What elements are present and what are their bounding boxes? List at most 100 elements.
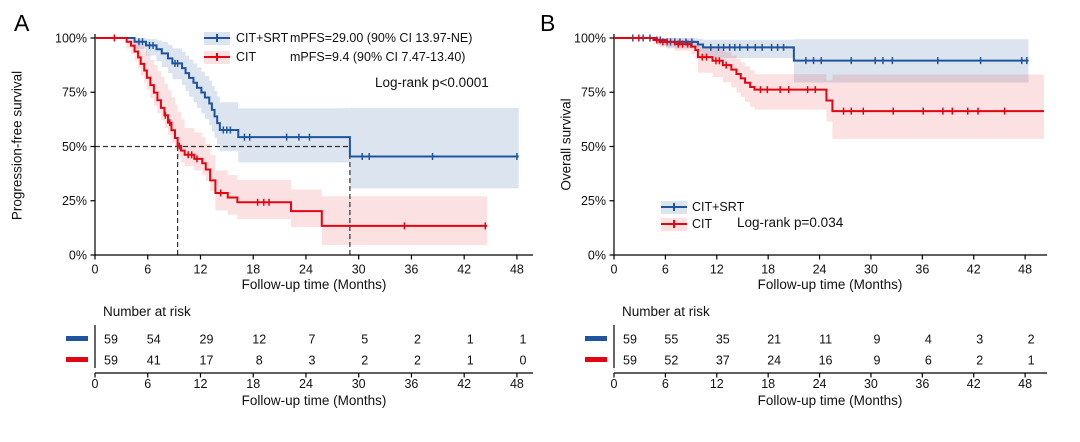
legend-label-cit-srt-b: CIT+SRT xyxy=(692,200,745,214)
risk-count: 11 xyxy=(819,333,832,347)
risk-count: 9 xyxy=(873,333,880,347)
y-tick-label: 75% xyxy=(581,86,606,100)
os-y-axis-title: Overall survival xyxy=(558,98,574,191)
risk-x-tick-label: 30 xyxy=(352,377,366,391)
x-tick-label: 30 xyxy=(864,263,878,277)
risk-count: 37 xyxy=(716,354,730,368)
risk-x-tick-label: 24 xyxy=(299,377,313,391)
risk-count: 17 xyxy=(200,354,214,368)
risk-count: 1 xyxy=(467,354,474,368)
risk-x-tick-label: 6 xyxy=(144,377,151,391)
risk-count: 52 xyxy=(664,354,678,368)
risk-count: 24 xyxy=(767,354,781,368)
legend-label-cit-a: CIT xyxy=(236,50,257,64)
y-tick-label: 50% xyxy=(581,140,606,154)
y-tick-label: 100% xyxy=(55,31,87,45)
risk-x-tick-label: 36 xyxy=(915,377,929,391)
legend-label-cit-b: CIT xyxy=(692,217,713,231)
x-tick-label: 24 xyxy=(299,263,313,277)
y-tick-label: 0% xyxy=(588,248,606,262)
km-curve-pfs-cit xyxy=(95,37,488,227)
x-tick-label: 42 xyxy=(967,263,981,277)
legend-key-cit-srt-b xyxy=(661,200,687,214)
risk-count: 59 xyxy=(104,354,118,368)
risk-x-tick-label: 48 xyxy=(510,377,524,391)
risk-count: 12 xyxy=(252,333,266,347)
panel-b-label: B xyxy=(540,10,556,36)
panel-a-label: A xyxy=(14,10,30,36)
risk-x-tick-label: 6 xyxy=(662,377,669,391)
risk-x-tick-label: 12 xyxy=(194,377,208,391)
risk-count: 35 xyxy=(716,333,730,347)
risk-table-title-b: Number at risk xyxy=(622,304,710,319)
risk-table-title-a: Number at risk xyxy=(103,304,191,319)
ci-band-pfs-cit-srt xyxy=(134,38,519,189)
x-tick-label: 0 xyxy=(92,263,99,277)
risk-count: 16 xyxy=(819,354,833,368)
risk-x-tick-label: 0 xyxy=(92,377,99,391)
os-x-axis-title: Follow-up time (Months) xyxy=(757,277,903,292)
risk-count: 41 xyxy=(147,354,161,368)
risk-count: 9 xyxy=(873,354,880,368)
x-tick-label: 42 xyxy=(457,263,471,277)
risk-x-tick-label: 12 xyxy=(710,377,724,391)
x-tick-label: 6 xyxy=(662,263,669,277)
risk-key-cit-a xyxy=(66,357,88,362)
risk-x-axis-title-a: Follow-up time (Months) xyxy=(241,393,387,408)
risk-x-tick-label: 42 xyxy=(457,377,471,391)
risk-count: 5 xyxy=(361,333,368,347)
risk-x-tick-label: 42 xyxy=(967,377,981,391)
risk-count: 8 xyxy=(256,354,263,368)
risk-count: 1 xyxy=(467,333,474,347)
risk-count: 3 xyxy=(976,333,983,347)
legend-stat-cit-srt-a: mPFS=29.00 (90% CI 13.97-NE) xyxy=(290,31,473,45)
risk-count: 29 xyxy=(200,333,214,347)
risk-count: 21 xyxy=(767,333,781,347)
y-tick-label: 75% xyxy=(62,86,87,100)
x-tick-label: 6 xyxy=(144,263,151,277)
x-tick-label: 48 xyxy=(1018,263,1032,277)
x-tick-label: 30 xyxy=(352,263,366,277)
risk-count: 59 xyxy=(104,333,118,347)
risk-count: 1 xyxy=(519,333,526,347)
risk-x-tick-label: 24 xyxy=(813,377,827,391)
legend-label-cit-srt-a: CIT+SRT xyxy=(236,31,289,45)
x-tick-label: 24 xyxy=(813,263,827,277)
risk-count: 1 xyxy=(1028,354,1035,368)
legend-key-cit-a xyxy=(204,50,230,64)
risk-count: 2 xyxy=(976,354,983,368)
risk-count: 54 xyxy=(147,333,161,347)
risk-count: 3 xyxy=(308,354,315,368)
pfs-x-axis-title: Follow-up time (Months) xyxy=(241,277,387,292)
risk-count: 2 xyxy=(1028,333,1035,347)
risk-count: 2 xyxy=(414,354,421,368)
risk-count: 59 xyxy=(623,333,637,347)
x-tick-label: 36 xyxy=(404,263,418,277)
risk-key-cit-srt-b xyxy=(585,336,607,341)
km-curve-pfs-cit-srt xyxy=(95,37,519,158)
risk-count: 55 xyxy=(664,333,678,347)
risk-x-tick-label: 48 xyxy=(1018,377,1032,391)
risk-x-tick-label: 36 xyxy=(404,377,418,391)
risk-count: 6 xyxy=(925,354,932,368)
risk-x-tick-label: 0 xyxy=(611,377,618,391)
risk-count: 59 xyxy=(623,354,637,368)
legend-key-cit-b xyxy=(661,217,687,231)
x-tick-label: 18 xyxy=(761,263,775,277)
y-tick-label: 100% xyxy=(574,31,606,45)
risk-key-cit-srt-a xyxy=(66,336,88,341)
y-tick-label: 0% xyxy=(69,248,87,262)
ci-band-os-cit xyxy=(653,38,1044,139)
x-tick-label: 12 xyxy=(194,263,208,277)
risk-count: 2 xyxy=(361,354,368,368)
risk-x-tick-label: 18 xyxy=(761,377,775,391)
pfs-y-axis-title: Progression-free survival xyxy=(9,70,25,221)
x-tick-label: 18 xyxy=(246,263,260,277)
y-tick-label: 25% xyxy=(581,194,606,208)
logrank-pvalue-b: Log-rank p=0.034 xyxy=(737,215,844,230)
risk-key-cit-b xyxy=(585,357,607,362)
logrank-pvalue-a: Log-rank p<0.0001 xyxy=(375,75,489,90)
risk-count: 2 xyxy=(414,333,421,347)
